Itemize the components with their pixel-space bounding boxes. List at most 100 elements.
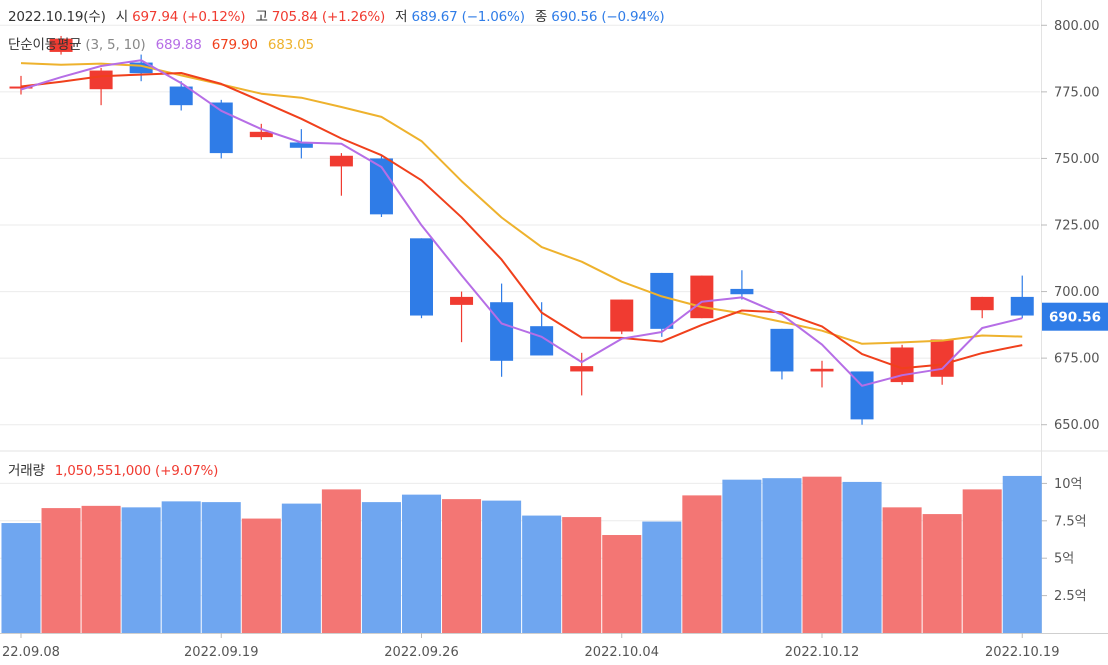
candle bbox=[530, 302, 554, 356]
volume-bar bbox=[562, 517, 602, 633]
candle bbox=[730, 270, 754, 300]
candle-body bbox=[329, 155, 353, 167]
candle bbox=[490, 283, 514, 377]
candle bbox=[570, 352, 594, 396]
last-price-tag bbox=[1042, 302, 1108, 331]
candle bbox=[169, 81, 193, 111]
candle bbox=[129, 54, 153, 82]
volume-tick-label: 2.5억 bbox=[1054, 589, 1087, 604]
volume-bar bbox=[361, 502, 401, 633]
candle-body bbox=[369, 158, 393, 215]
volume-bar bbox=[442, 499, 482, 633]
low-label: 저 bbox=[395, 9, 408, 25]
price-tick-label: 725.00 bbox=[1054, 219, 1100, 234]
volume-bar bbox=[802, 476, 842, 633]
candle bbox=[810, 360, 834, 388]
ma3-line bbox=[20, 59, 1023, 387]
ma5-line bbox=[20, 72, 1023, 370]
candle-body bbox=[450, 296, 474, 305]
volume-tick-label: 5억 bbox=[1054, 552, 1074, 567]
low-value: 689.67 bbox=[411, 9, 458, 25]
volume-bar bbox=[1002, 475, 1042, 633]
open-label: 시 bbox=[115, 9, 128, 25]
volume-bar bbox=[41, 508, 81, 633]
price-tick-label: 800.00 bbox=[1054, 19, 1100, 34]
volume-bar bbox=[401, 494, 442, 633]
candle bbox=[1010, 275, 1034, 319]
candle bbox=[770, 328, 794, 380]
ma3-value: 689.88 bbox=[155, 37, 202, 53]
candle-body bbox=[930, 339, 954, 377]
volume-bar bbox=[1, 523, 41, 633]
x-tick-label: 2022.09.26 bbox=[384, 645, 458, 660]
volume-bar bbox=[842, 481, 882, 633]
volume-tick-label: 10억 bbox=[1054, 477, 1083, 492]
volume-bar bbox=[602, 535, 642, 633]
open-value: 697.94 bbox=[132, 9, 179, 25]
high-value: 705.84 bbox=[271, 9, 318, 25]
candle-body bbox=[49, 38, 73, 52]
volume-tick-label: 7.5억 bbox=[1054, 514, 1087, 529]
volume-bar bbox=[321, 489, 361, 633]
x-tick-label: 2022.10.19 bbox=[985, 645, 1059, 660]
ohlc-info: 2022.10.19(수) 시 697.94 (+0.12%) 고 705.84… bbox=[8, 5, 665, 25]
open-change: (+0.12%) bbox=[182, 9, 246, 25]
candle-body bbox=[650, 272, 674, 329]
high-label: 고 bbox=[255, 9, 268, 25]
candle-body bbox=[410, 238, 433, 316]
candle-body bbox=[690, 275, 714, 319]
last-price-label: 690.56 bbox=[1049, 310, 1101, 326]
price-tick-label: 750.00 bbox=[1054, 152, 1100, 167]
candle-body bbox=[89, 70, 113, 90]
volume-bar bbox=[161, 501, 201, 633]
candle bbox=[249, 123, 273, 140]
volume-bar bbox=[201, 502, 241, 633]
candle-body bbox=[770, 328, 794, 372]
volume-value: 1,050,551,000 bbox=[54, 463, 151, 479]
candle-body bbox=[970, 296, 994, 311]
candle bbox=[850, 371, 874, 425]
candle-body bbox=[490, 302, 514, 361]
candle bbox=[209, 99, 233, 159]
volume-bar bbox=[281, 503, 321, 633]
candle bbox=[329, 153, 353, 196]
candle-body bbox=[9, 86, 33, 89]
x-tick-label: 2022.09.19 bbox=[184, 645, 258, 660]
x-tick-label: 2022.10.12 bbox=[785, 645, 859, 660]
volume-bar bbox=[722, 479, 762, 633]
ma-params: (3, 5, 10) bbox=[85, 37, 146, 53]
price-tick-label: 650.00 bbox=[1054, 418, 1100, 433]
close-label: 종 bbox=[534, 9, 548, 25]
candle bbox=[610, 299, 634, 335]
candle-body bbox=[810, 368, 834, 372]
price-tick-label: 700.00 bbox=[1054, 285, 1100, 300]
date-label: 2022.10.19(수) bbox=[8, 9, 106, 25]
candle bbox=[9, 75, 33, 95]
candle bbox=[89, 67, 113, 106]
candle-body bbox=[570, 366, 594, 372]
candle bbox=[970, 296, 994, 319]
candle bbox=[650, 272, 674, 337]
volume-bar bbox=[121, 507, 161, 633]
volume-bar bbox=[682, 495, 722, 633]
volume-info: 거래량 1,050,551,000 (+9.07%) bbox=[8, 459, 218, 479]
candle-body bbox=[289, 142, 313, 148]
candle bbox=[410, 238, 433, 319]
volume-bar bbox=[882, 507, 922, 633]
volume-bar bbox=[241, 518, 281, 633]
candle bbox=[49, 35, 73, 55]
price-tick-label: 675.00 bbox=[1054, 352, 1100, 367]
volume-bar bbox=[642, 521, 682, 633]
candle-body bbox=[610, 299, 634, 332]
candle-body bbox=[1010, 296, 1034, 316]
ma10-value: 683.05 bbox=[267, 37, 314, 53]
close-change: (−0.94%) bbox=[601, 9, 665, 25]
volume-change: (+9.07%) bbox=[155, 463, 219, 479]
high-change: (+1.26%) bbox=[321, 9, 386, 25]
volume-bar bbox=[962, 489, 1002, 633]
ma10-line bbox=[20, 62, 1023, 345]
candle bbox=[690, 275, 714, 319]
candle-body bbox=[169, 86, 193, 106]
ma5-value: 679.90 bbox=[211, 37, 258, 53]
